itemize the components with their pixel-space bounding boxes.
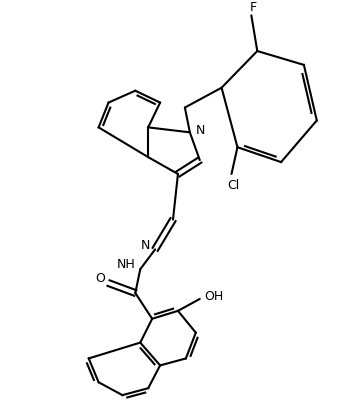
Text: F: F [250,1,257,14]
Text: OH: OH [204,290,223,304]
Text: O: O [96,272,106,285]
Text: N: N [196,124,205,137]
Text: N: N [141,239,150,252]
Text: NH: NH [117,258,136,271]
Text: Cl: Cl [227,179,240,192]
